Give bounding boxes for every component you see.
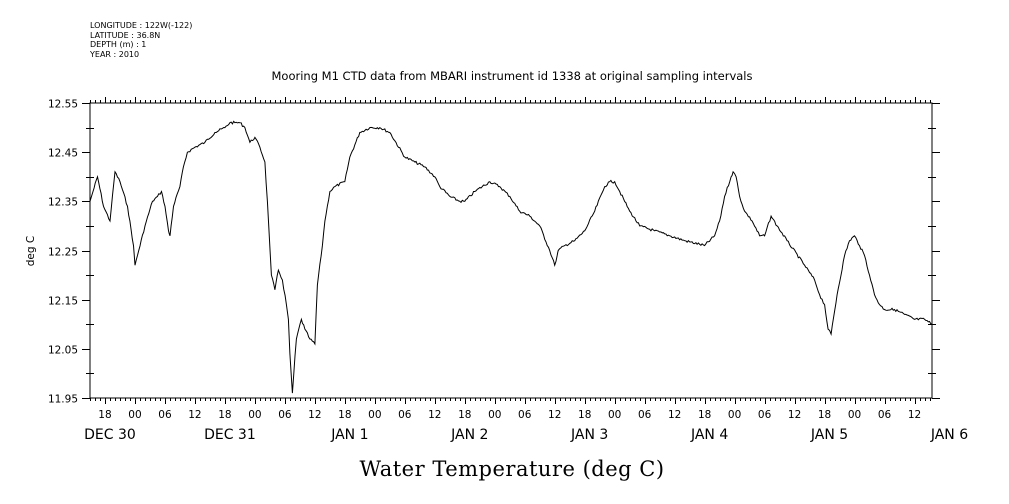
meta-longitude: LONGITUDE : 122W(-122) (90, 21, 193, 30)
x-hour-label: 18 (578, 409, 591, 421)
chart-title: Mooring M1 CTD data from MBARI instrumen… (272, 69, 753, 83)
x-day-label: DEC 31 (204, 427, 256, 443)
x-hour-label: 12 (908, 409, 921, 421)
y-axis-label: deg C (25, 236, 37, 266)
meta-year: YEAR : 2010 (90, 49, 140, 59)
y-tick-label: 12.15 (48, 296, 78, 308)
x-hour-label: 00 (488, 409, 501, 421)
x-day-label: JAN 2 (450, 427, 488, 443)
x-hour-label: 12 (188, 409, 201, 421)
x-hour-label: 00 (368, 409, 381, 421)
y-tick-label: 12.35 (48, 197, 78, 209)
x-hour-label: 18 (98, 409, 111, 421)
x-day-label: DEC 30 (84, 427, 136, 443)
x-hour-label: 12 (308, 409, 321, 421)
x-hour-label: 06 (158, 409, 172, 421)
x-hour-label: 00 (608, 409, 621, 421)
x-hour-label: 18 (458, 409, 471, 421)
x-hour-label: 06 (878, 409, 892, 421)
metadata-block: LONGITUDE : 122W(-122) LATITUDE : 36.8N … (90, 21, 192, 59)
x-hour-label: 00 (248, 409, 261, 421)
x-day-label: JAN 4 (690, 427, 728, 443)
x-axis-label: Water Temperature (deg C) (359, 457, 664, 481)
plot-frame (89, 102, 933, 399)
x-hour-label: 12 (548, 409, 561, 421)
x-hour-label: 06 (638, 409, 652, 421)
x-hour-label: 06 (518, 409, 532, 421)
x-hour-label: 18 (218, 409, 231, 421)
x-hour-label: 18 (338, 409, 351, 421)
y-tick-label: 12.55 (48, 99, 78, 111)
x-day-label: JAN 6 (930, 427, 968, 443)
x-day-label: JAN 1 (330, 427, 368, 443)
x-hour-label: 06 (278, 409, 292, 421)
day-labels: DEC 30 DEC 31 JAN 1 JAN 2 JAN 3 JAN 4 JAN 5 JAN… (84, 427, 968, 443)
x-hour-label: 12 (788, 409, 801, 421)
meta-latitude: LATITUDE : 36.8N (90, 30, 161, 40)
x-hour-label: 00 (848, 409, 861, 421)
y-tick-label: 11.95 (48, 394, 78, 406)
axis-ticks (82, 97, 940, 404)
x-hour-label: 06 (398, 409, 412, 421)
x-hour-label: 12 (428, 409, 441, 421)
x-hour-label: 00 (728, 409, 741, 421)
x-hour-label: 12 (668, 409, 681, 421)
series-line (89, 120, 933, 394)
y-tick-label: 12.45 (48, 148, 78, 160)
x-day-label: JAN 5 (810, 427, 848, 443)
x-tick-labels: 18 00 06 12 18 00 06 12 18 00 06 12 18 00 06 12 18 00 06 12… (98, 409, 921, 421)
y-tick-labels: 11.95 12.05 12.15 12.25 12.35 12.45 12.55 (48, 99, 78, 406)
x-day-label: JAN 3 (570, 427, 608, 443)
x-hour-label: 06 (758, 409, 772, 421)
x-hour-label: 18 (698, 409, 711, 421)
x-hour-label: 00 (128, 409, 141, 421)
y-tick-label: 12.05 (48, 345, 78, 357)
x-hour-label: 18 (818, 409, 831, 421)
meta-depth: DEPTH (m) : 1 (90, 40, 147, 49)
y-tick-label: 12.25 (48, 247, 78, 259)
